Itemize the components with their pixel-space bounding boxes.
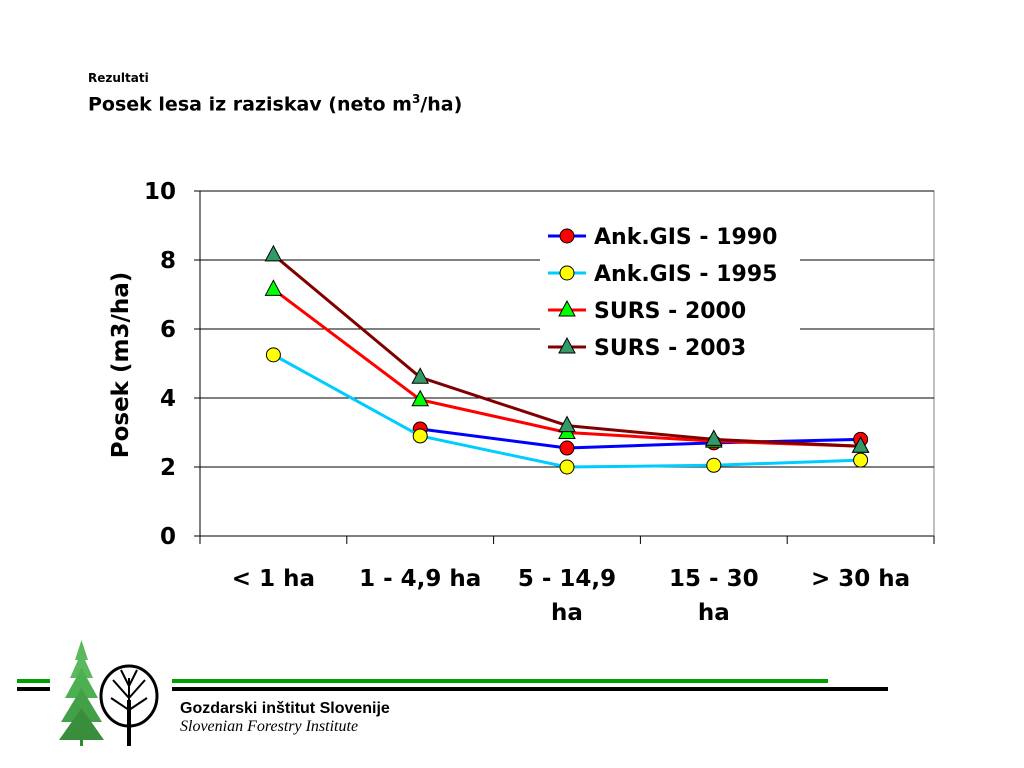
data-point [264, 279, 283, 296]
title-text: Posek lesa iz raziskav (neto m [88, 93, 412, 116]
y-tick-label: 2 [160, 455, 176, 481]
data-point [851, 436, 870, 453]
data-point [706, 457, 722, 473]
title-superscript: 3 [411, 92, 421, 106]
data-point [704, 429, 723, 446]
data-point [411, 389, 430, 407]
data-point [412, 428, 428, 444]
y-tick-label: 8 [160, 248, 176, 274]
slide-title: Posek lesa iz raziskav (neto m3/ha) [88, 86, 462, 117]
y-tick-label: 0 [160, 524, 176, 550]
legend-label: Ank.GIS - 1990 [594, 225, 777, 250]
slide-subtitle: Rezultati [88, 71, 149, 85]
legend-marker [559, 228, 575, 244]
y-tick-label: 6 [160, 317, 176, 343]
line-chart: 0 2 4 6 8 10 < 1 ha 1 - 4,9 ha 5 - 14,9 ha 15 - 30… [108, 179, 935, 626]
y-tick-label: 4 [160, 386, 176, 412]
footer-rule-black [17, 687, 50, 691]
x-tick-label: ha [698, 600, 730, 626]
footer-rule-green [172, 679, 828, 683]
title-text-end: /ha) [420, 93, 463, 116]
legend-marker [558, 336, 576, 354]
slide-header: Rezultati Posek lesa iz raziskav (neto m… [88, 70, 462, 117]
x-tick-label: < 1 ha [232, 566, 315, 592]
data-point [558, 415, 576, 433]
legend-marker [558, 299, 576, 317]
footer-org: Gozdarski inštitut Slovenije Slovenian F… [180, 700, 390, 736]
org-name-english: Slovenian Forestry Institute [180, 718, 359, 735]
data-point [265, 347, 281, 363]
data-point [559, 459, 575, 475]
series-line [420, 427, 861, 450]
data-point [559, 440, 575, 456]
y-tick-label: 10 [144, 179, 176, 205]
footer-rule-black [172, 687, 888, 691]
conifer-icon [59, 640, 104, 746]
x-tick-label: 5 - 14,9 [518, 566, 616, 592]
y-axis-label: Posek (m3/ha) [108, 272, 134, 459]
data-point [853, 452, 869, 468]
org-name: Gozdarski inštitut Slovenije [180, 700, 390, 717]
legend-label: SURS - 2003 [594, 336, 746, 361]
footer-rule-green [17, 679, 50, 683]
x-tick-label: ha [551, 600, 583, 626]
data-point [264, 244, 283, 262]
x-tick-label: > 30 ha [811, 566, 910, 592]
deciduous-tree-icon [99, 664, 159, 746]
data-point [411, 367, 430, 384]
x-tick-label: 15 - 30 [669, 566, 759, 592]
legend-marker [559, 265, 575, 281]
legend-label: Ank.GIS - 1995 [594, 262, 777, 287]
legend-label: SURS - 2000 [594, 299, 746, 324]
x-tick-label: 1 - 4,9 ha [359, 566, 481, 592]
institute-logo [59, 640, 159, 746]
